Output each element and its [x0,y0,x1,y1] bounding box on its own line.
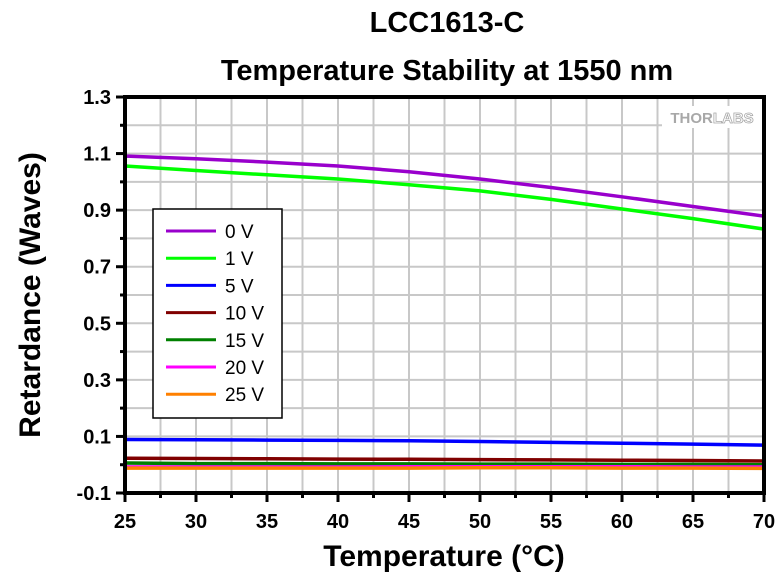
legend: 0 V 1 V 5 V 10 V 15 V 20 V 25 V [152,208,283,419]
thorlabs-logo: THORLABS [662,106,762,128]
chart-title: LCC1613-C [370,7,525,39]
logo-thor: THOR [670,110,713,127]
x-tick-label: 50 [469,511,491,533]
series-line-5v [124,437,765,447]
logo-labs: LABS [713,110,754,127]
series-line-10v [124,456,765,463]
y-tick-label: 0.1 [83,426,111,448]
x-tick-label: 60 [611,511,633,533]
x-axis-label: Temperature (°C) [323,540,564,573]
x-tick-label: 70 [753,511,775,533]
series-line-0v [124,154,765,218]
legend-label: 20 V [225,358,264,379]
x-tick-label: 65 [682,511,704,533]
series-group [124,154,765,471]
series-line-15v [124,461,765,467]
tick-labels: 25 30 35 40 45 50 55 60 65 70 -0.1 0.1 0.3 0.5 0.7 0.9 1… [77,87,776,533]
logo-background [662,106,762,128]
watermark-text: THORLABS [670,110,753,127]
y-tick-label: 0.3 [83,370,111,392]
x-tick-label: 30 [185,511,207,533]
series-line-1v [124,164,765,231]
legend-label: 5 V [225,276,254,297]
legend-label: 15 V [225,331,264,352]
x-tick-label: 25 [114,511,136,533]
y-tick-label: 0.9 [83,200,111,222]
y-axis-label: Retardance (Waves) [14,152,47,438]
legend-label: 1 V [225,249,254,270]
y-tick-label: 1.3 [83,87,111,109]
x-tick-label: 35 [256,511,278,533]
y-tick-label: -0.1 [77,483,111,505]
legend-label: 10 V [225,304,264,325]
chart-subtitle: Temperature Stability at 1550 nm [221,55,673,87]
axes [116,95,766,502]
y-tick-label: 0.7 [83,257,111,279]
x-tick-label: 40 [327,511,349,533]
legend-label: 0 V [225,222,254,243]
series-line-25v [125,466,765,471]
y-tick-label: 0.5 [83,313,111,335]
y-tick-label: 1.1 [83,144,111,166]
x-tick-label: 55 [540,511,562,533]
legend-label: 25 V [225,385,264,406]
x-tick-label: 45 [398,511,420,533]
